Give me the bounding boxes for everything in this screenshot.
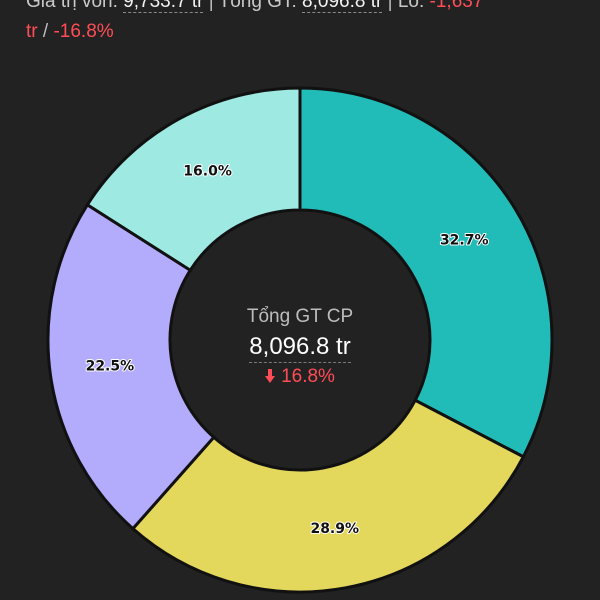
center-title: Tổng GT CP [246, 306, 354, 327]
capital-value[interactable]: 9,733.7 tr [123, 0, 204, 13]
donut-slice[interactable] [85, 86, 302, 273]
center-change-percent: 16.8% [281, 366, 335, 387]
donut-slice[interactable] [46, 202, 216, 531]
summary-line-2: tr / -16.8% [26, 17, 586, 47]
slash-separator: / [42, 21, 49, 42]
donut-center-info: Tổng GT CP 8,096.8 tr 16.8% [200, 305, 400, 389]
loss-value[interactable]: -1,637 [429, 0, 484, 12]
donut-slice[interactable] [130, 398, 526, 594]
loss-label: Lỗ: [397, 0, 425, 12]
separator: | [208, 0, 214, 12]
slice-percent-label: 22.5% [86, 359, 135, 375]
arrow-down-icon [265, 369, 276, 383]
center-change: 16.8% [200, 365, 400, 389]
portfolio-summary: Giá trị vốn: 9,733.7 tr | Tổng GT: 8,096… [26, 0, 586, 47]
center-total-value[interactable]: 8,096.8 tr [249, 333, 351, 363]
loss-percent: -16.8% [53, 21, 114, 42]
loss-unit: tr [26, 21, 38, 42]
donut-slice[interactable] [298, 86, 554, 459]
total-value-label: Tổng GT: [218, 0, 297, 12]
summary-line-1: Giá trị vốn: 9,733.7 tr | Tổng GT: 8,096… [26, 0, 586, 17]
slice-percent-label: 16.0% [183, 164, 232, 180]
total-value[interactable]: 8,096.8 tr [302, 0, 383, 13]
slice-percent-label: 28.9% [310, 521, 359, 537]
capital-label: Giá trị vốn: [26, 0, 118, 12]
separator: | [387, 0, 393, 12]
slice-percent-label: 32.7% [440, 233, 489, 249]
